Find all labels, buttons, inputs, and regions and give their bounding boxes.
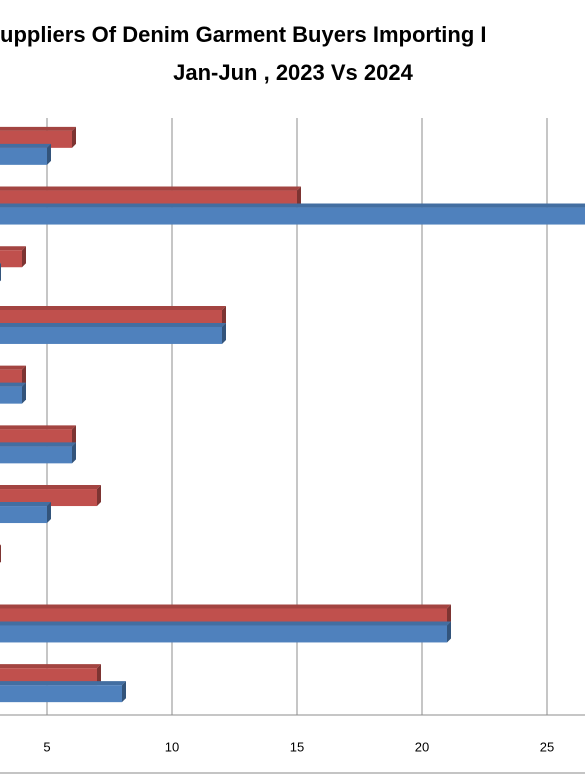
bar-side-face	[447, 621, 451, 643]
x-tick-label: 5	[43, 739, 50, 754]
bar-side-face	[47, 502, 51, 524]
bar-side-face	[47, 143, 51, 165]
bar	[0, 685, 122, 703]
bar-top-face	[0, 382, 26, 387]
x-tick-label: 25	[540, 739, 554, 754]
bar	[0, 147, 47, 165]
bar-side-face	[72, 126, 76, 148]
bar-side-face	[447, 604, 451, 626]
bar-top-face	[0, 664, 101, 669]
bar	[0, 429, 72, 447]
bar-side-face	[22, 246, 26, 268]
bar-top-face	[0, 681, 126, 686]
x-tick-label: 20	[415, 739, 429, 754]
bar	[0, 309, 222, 327]
bar	[0, 250, 22, 268]
bar-side-face	[222, 305, 226, 327]
bar	[0, 446, 72, 464]
bar-side-face	[97, 664, 101, 686]
bar	[0, 668, 97, 686]
bar	[0, 190, 297, 208]
bar-side-face	[222, 322, 226, 344]
bar	[0, 369, 22, 387]
bar	[0, 386, 22, 404]
bar-side-face	[122, 681, 126, 703]
bar	[0, 130, 72, 148]
bar-side-face	[297, 186, 301, 208]
bar-top-face	[0, 365, 26, 370]
bar	[0, 489, 97, 507]
bar-top-face	[0, 322, 226, 327]
bar-top-face	[0, 425, 76, 430]
x-tick-label: 10	[165, 739, 179, 754]
bar-side-face	[72, 425, 76, 447]
bar-top-face	[0, 604, 451, 609]
bar-top-face	[0, 143, 51, 148]
bar-top-face	[0, 485, 101, 490]
chart-title: uppliers Of Denim Garment Buyers Importi…	[0, 22, 487, 47]
bar-top-face	[0, 442, 76, 447]
chart-subtitle: Jan-Jun , 2023 Vs 2024	[173, 60, 413, 85]
bar	[0, 625, 447, 643]
bar-top-face	[0, 621, 451, 626]
bar-side-face	[22, 382, 26, 404]
bar-side-face	[0, 544, 1, 563]
bar	[0, 207, 585, 225]
bar	[0, 326, 222, 344]
bar-top-face	[0, 203, 585, 208]
bar-top-face	[0, 126, 76, 131]
bar	[0, 506, 47, 524]
x-tick-label: 15	[290, 739, 304, 754]
bar-top-face	[0, 305, 226, 310]
bar-top-face	[0, 502, 51, 507]
bar-top-face	[0, 186, 301, 191]
bar-side-face	[22, 365, 26, 387]
bar	[0, 608, 447, 626]
bar-side-face	[72, 442, 76, 464]
bar-side-face	[97, 485, 101, 507]
bar-side-face	[0, 263, 1, 282]
bar-top-face	[0, 246, 26, 251]
